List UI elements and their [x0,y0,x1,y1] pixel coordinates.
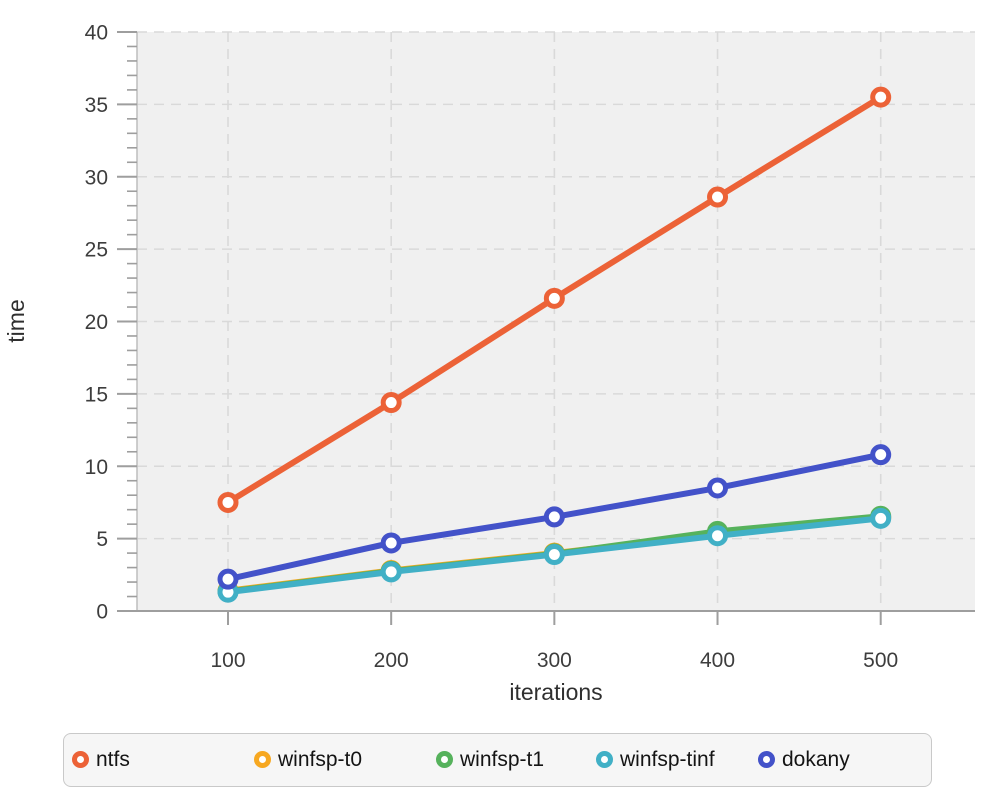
data-point-ntfs-400[interactable] [707,186,729,208]
series-dokany [217,444,892,590]
y-tick-label: 0 [96,601,108,624]
axis-labels: time iterations [3,299,603,705]
x-tick-label: 200 [374,649,409,672]
legend-series-marker-icon [72,751,89,768]
data-point-winfsp-tinf-400[interactable] [707,525,729,547]
y-tick-label: 35 [85,94,108,117]
y-tick-label: 15 [85,383,108,406]
x-axis-title: iterations [509,679,602,705]
legend-item-winfsp-t0[interactable]: winfsp-t0 [254,734,362,785]
y-tick-label: 5 [96,528,108,551]
data-point-dokany-100[interactable] [217,568,239,590]
data-point-dokany-200[interactable] [380,532,402,554]
legend-item-winfsp-tinf[interactable]: winfsp-tinf [596,734,715,785]
x-tick-label: 300 [537,649,572,672]
legend-series-marker-icon [436,751,453,768]
data-point-dokany-400[interactable] [707,477,729,499]
data-point-dokany-300[interactable] [543,506,565,528]
legend-series-label: winfsp-tinf [620,748,715,771]
series-layer [217,86,892,603]
series-winfsp-tinf [217,507,892,603]
legend-item-winfsp-t1[interactable]: winfsp-t1 [436,734,544,785]
legend-series-label: ntfs [96,748,130,771]
legend-series-marker-icon [596,751,613,768]
y-tick-label: 40 [85,22,108,45]
legend-series-marker-icon [254,751,271,768]
data-point-ntfs-500[interactable] [870,86,892,108]
y-tick-label: 30 [85,166,108,189]
y-axis-title: time [3,299,29,342]
series-ntfs [217,86,892,513]
legend-series-label: winfsp-t0 [278,748,363,771]
data-point-winfsp-tinf-300[interactable] [543,544,565,566]
data-point-winfsp-tinf-500[interactable] [870,507,892,529]
data-point-ntfs-300[interactable] [543,287,565,309]
legend-series-label: winfsp-t1 [460,748,545,771]
y-tick-label: 25 [85,239,108,262]
data-point-dokany-500[interactable] [870,444,892,466]
data-point-winfsp-tinf-200[interactable] [380,561,402,583]
x-tick-label: 500 [863,649,898,672]
y-tick-label: 20 [85,311,108,334]
x-tick-label: 400 [700,649,735,672]
data-point-ntfs-200[interactable] [380,392,402,414]
data-point-ntfs-100[interactable] [217,491,239,513]
legend-series-label: dokany [782,748,850,771]
x-tick-label: 100 [210,649,245,672]
y-tick-label: 10 [85,456,108,479]
legend-series-marker-icon [758,751,775,768]
legend-item-dokany[interactable]: dokany [758,734,850,785]
axes: 0 5 10 15 20 25 30 35 40 100 200 300 400 500 [85,22,975,672]
legend-item-ntfs[interactable]: ntfs [72,734,130,785]
legend: ntfs winfsp-t0 winfsp-t1 winfsp-tinf dok… [63,733,932,787]
